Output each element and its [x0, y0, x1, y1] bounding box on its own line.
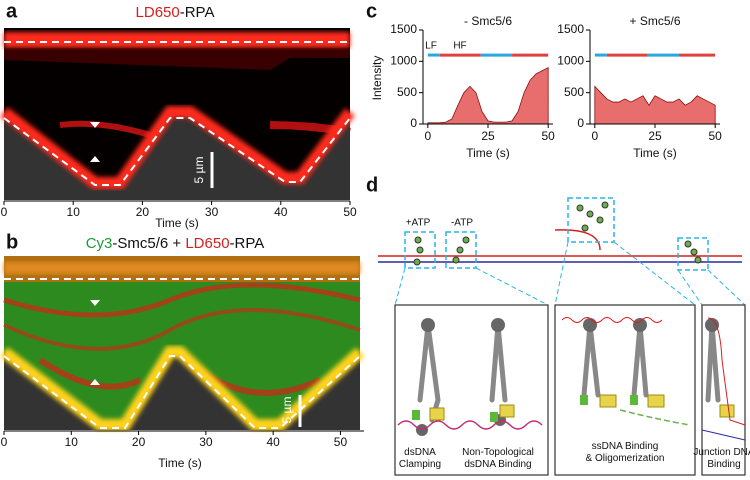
dna-schematic	[378, 197, 746, 476]
panel-label: b	[6, 231, 18, 253]
phase-label: LF	[425, 41, 437, 52]
panel-title: Cy3-Smc5/6 + LD650-RPA	[86, 235, 265, 252]
x-tick-label: 20	[132, 435, 146, 449]
area	[427, 66, 549, 125]
mode-label: Junction DNA Binding	[693, 447, 750, 470]
x-tick-label: 0	[1, 435, 8, 449]
x-axis: 0 10 20 30 40 50	[1, 200, 357, 219]
x-tick-label: 50	[343, 205, 357, 219]
x-tick-label: 20	[136, 205, 150, 219]
x-axis-label: Time (s)	[158, 456, 202, 470]
panel-title: LD650-RPA	[136, 4, 215, 21]
condition-label: +ATP	[406, 218, 431, 229]
mode-label: Non-Topological dsDNA Binding	[462, 447, 534, 470]
y-tick-label: 1000	[390, 54, 417, 68]
x-tick-label: 50	[542, 129, 556, 143]
scale-bar-label: 5 µm	[280, 397, 294, 424]
y-tick-label: 1500	[557, 22, 584, 36]
x-tick-label: 40	[274, 205, 288, 219]
chart-title: + Smc5/6	[629, 14, 680, 28]
x-tick-label: 10	[65, 435, 79, 449]
mode-label: dsDNA Clamping	[399, 447, 441, 470]
chart-title: - Smc5/6	[464, 14, 512, 28]
y-tick-label: 0	[577, 116, 584, 130]
x-tick-label: 50	[334, 435, 348, 449]
x-tick-label: 0	[1, 205, 8, 219]
mode-label: ssDNA Binding & Oligomerization	[586, 441, 665, 464]
area	[594, 85, 716, 125]
x-tick-label: 0	[424, 129, 431, 143]
x-axis-label: Time (s)	[466, 146, 510, 160]
x-tick-label: 0	[591, 129, 598, 143]
y-tick-label: 500	[564, 85, 584, 99]
panel-label: d	[366, 174, 378, 196]
phase-label: HF	[453, 41, 466, 52]
x-tick-label: 25	[648, 129, 662, 143]
x-axis-label: Time (s)	[155, 216, 199, 230]
x-tick-label: 10	[67, 205, 81, 219]
kymograph-a	[0, 28, 355, 200]
x-axis: 0 10 20 30 40 50	[1, 430, 364, 449]
scale-bar-label: 5 µm	[192, 157, 206, 184]
x-tick-label: 40	[266, 435, 280, 449]
y-axis-label: Intensity	[370, 56, 384, 101]
x-axis-label: Time (s)	[633, 146, 677, 160]
condition-label: -ATP	[451, 218, 473, 229]
x-tick-label: 30	[199, 435, 213, 449]
y-tick-label: 1500	[390, 22, 417, 36]
panel-label: c	[366, 0, 377, 22]
panel-label: a	[6, 0, 18, 22]
x-tick-label: 30	[205, 205, 219, 219]
y-tick-label: 500	[397, 85, 417, 99]
x-tick-label: 25	[481, 129, 495, 143]
kymograph-b	[0, 256, 365, 431]
y-tick-label: 1000	[557, 54, 584, 68]
y-tick-label: 0	[410, 116, 417, 130]
x-tick-label: 50	[709, 129, 723, 143]
